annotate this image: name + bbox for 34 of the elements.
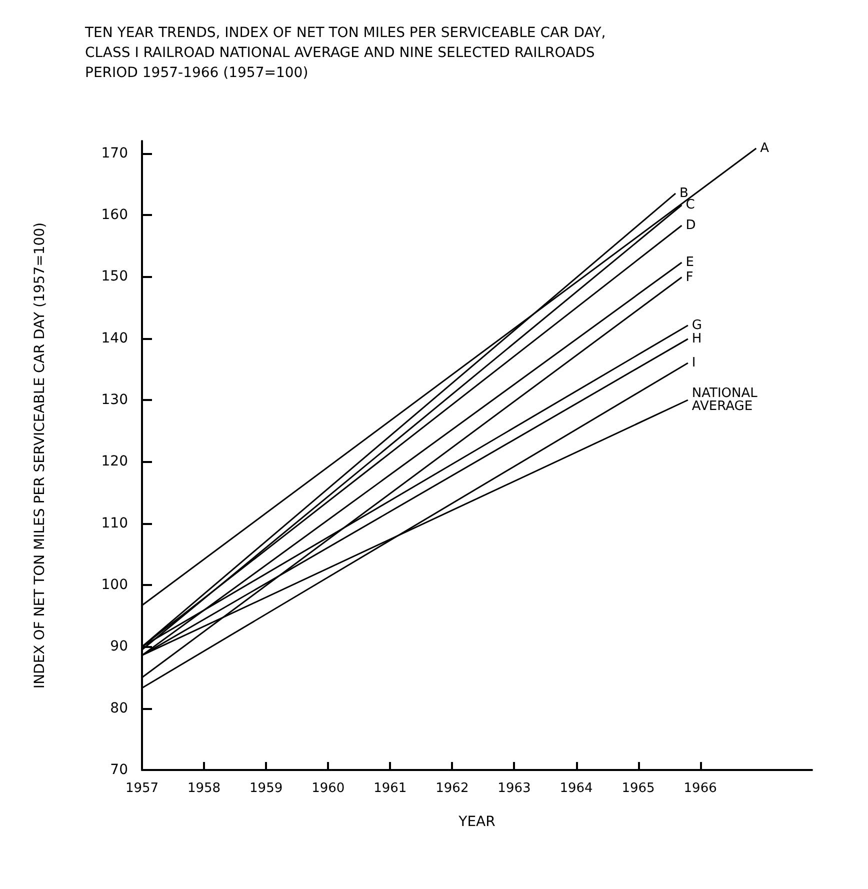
y-tick-label: 100 bbox=[101, 577, 128, 593]
y-tick-label: 170 bbox=[101, 145, 128, 162]
y-tick-label: 110 bbox=[101, 515, 128, 532]
y-tick-label: 160 bbox=[101, 207, 128, 223]
series-label: G bbox=[692, 318, 702, 333]
series-label: NATIONAL AVERAGE bbox=[692, 386, 762, 414]
series-label: E bbox=[686, 254, 694, 270]
series-label: D bbox=[686, 218, 696, 233]
x-tick-label: 1958 bbox=[187, 781, 221, 796]
x-tick-label: 1964 bbox=[560, 781, 593, 796]
x-tick-label: 1965 bbox=[622, 781, 655, 796]
y-tick-label: 130 bbox=[101, 392, 128, 408]
x-tick-label: 1966 bbox=[684, 781, 717, 796]
y-axis-title: INDEX OF NET TON MILES PER SERVICEABLE CAR DAY (1957=100) bbox=[32, 222, 48, 689]
y-tick-label: 120 bbox=[101, 454, 128, 470]
x-axis-title: YEAR bbox=[458, 814, 496, 830]
series-label: F bbox=[686, 270, 694, 285]
y-tick-label: 70 bbox=[110, 762, 128, 778]
x-tick-label: 1961 bbox=[374, 781, 407, 796]
series-label: B bbox=[680, 186, 688, 201]
x-tick-label: 1960 bbox=[312, 781, 345, 796]
y-tick-label: 80 bbox=[110, 700, 128, 716]
series-label: I bbox=[692, 356, 696, 370]
series-label: H bbox=[692, 331, 702, 346]
x-tick-label: 1957 bbox=[125, 781, 159, 796]
x-tick-label: 1963 bbox=[498, 781, 531, 796]
series-label: A bbox=[760, 140, 770, 156]
x-tick-label: 1962 bbox=[436, 781, 469, 796]
y-tick-label: 140 bbox=[101, 330, 128, 346]
x-tick-label: 1959 bbox=[250, 781, 283, 796]
series-label: C bbox=[686, 198, 695, 213]
chart-title: TEN YEAR TRENDS, INDEX OF NET TON MILES PER SERVICEABLE CAR DAY, CLASS I RAILROAD NATIONAL AVERAGE AND NINE SELECTED RAILROADS PERIOD 1957-1966 (1957=100) bbox=[84, 25, 610, 81]
y-tick-label: 150 bbox=[101, 268, 128, 285]
y-tick-label: 90 bbox=[110, 638, 128, 655]
